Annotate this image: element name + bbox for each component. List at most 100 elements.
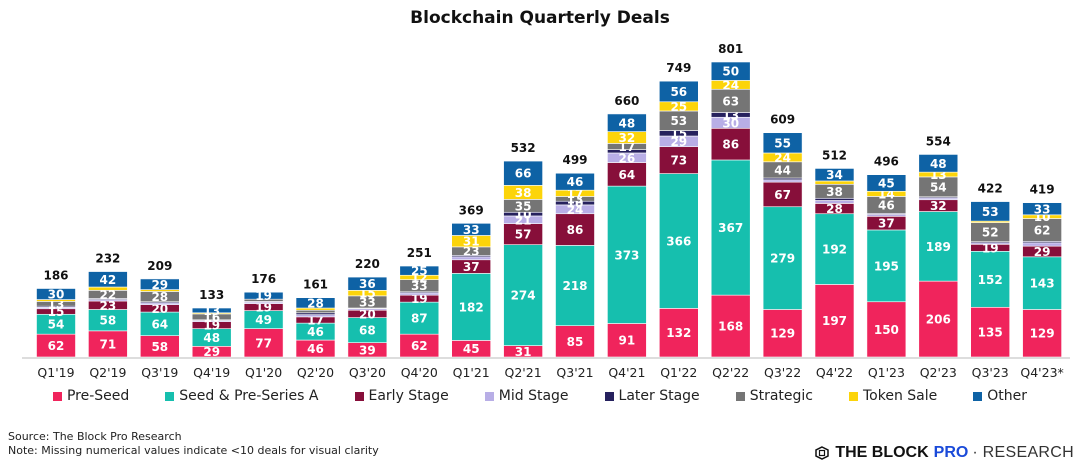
data-label: 46 xyxy=(567,175,584,189)
data-label: 32 xyxy=(619,131,636,145)
bar-segment-other xyxy=(503,160,543,186)
data-label: 31 xyxy=(463,235,480,249)
data-label: 35 xyxy=(515,199,532,213)
bar-segment-seed-pre-series-a xyxy=(347,317,388,343)
legend-swatch xyxy=(848,391,858,401)
legend-item-other: Other xyxy=(973,388,1027,404)
data-label: 367 xyxy=(718,221,743,235)
stacked-bar-chart: 6254151330186715823224223258642028292092… xyxy=(22,42,1070,380)
total-label: 251 xyxy=(407,246,432,260)
legend-item-later-stage: Later Stage xyxy=(604,388,700,404)
data-label: 50 xyxy=(722,65,739,79)
data-label: 73 xyxy=(670,154,687,168)
clarity-note: Note: Missing numerical values indicate … xyxy=(8,444,379,457)
total-label: 220 xyxy=(355,257,380,271)
bar-segment-seed-pre-series-a xyxy=(555,245,595,326)
data-label: 49 xyxy=(255,313,272,327)
bar-segment-early-stage xyxy=(762,181,803,208)
data-label: 64 xyxy=(619,168,636,182)
total-label: 554 xyxy=(926,134,951,148)
data-label: 45 xyxy=(878,176,895,190)
data-label: 37 xyxy=(878,217,895,231)
data-label: 33 xyxy=(359,295,376,309)
x-tick-label: Q1'22 xyxy=(660,365,697,380)
data-label: 218 xyxy=(562,279,587,293)
data-label: 71 xyxy=(100,337,117,351)
bar-segment-pre-seed xyxy=(555,325,595,358)
bar-segment-other xyxy=(555,172,595,191)
total-label: 419 xyxy=(1030,183,1055,197)
bar-segment-seed-pre-series-a xyxy=(658,173,699,309)
total-label: 609 xyxy=(770,113,795,127)
data-label: 150 xyxy=(874,323,899,337)
data-label: 29 xyxy=(151,278,168,292)
data-label: 33 xyxy=(411,279,428,293)
x-tick-label: Q3'20 xyxy=(349,365,386,380)
bar-segment-other xyxy=(88,271,128,288)
source-note: Source: The Block Pro Research xyxy=(8,430,182,443)
bar-segment-other xyxy=(710,61,751,81)
data-label: 37 xyxy=(463,260,480,274)
data-label: 48 xyxy=(619,116,636,130)
data-label: 26 xyxy=(619,151,636,165)
bar-segment-other xyxy=(451,223,492,236)
bar-segment-other xyxy=(762,132,803,154)
data-label: 53 xyxy=(982,205,999,219)
x-tick-label: Q2'22 xyxy=(712,365,749,380)
legend-label: Pre-Seed xyxy=(66,388,130,404)
legend-swatch xyxy=(604,391,614,401)
total-label: 209 xyxy=(147,259,172,273)
brand-logo: THE BLOCK PRO · RESEARCH xyxy=(815,444,1074,462)
data-label: 55 xyxy=(774,136,791,150)
bar-segment-other xyxy=(918,154,959,173)
data-label: 366 xyxy=(666,234,691,248)
total-label: 176 xyxy=(251,272,276,286)
data-label: 19 xyxy=(255,289,272,303)
bar-segment-other xyxy=(140,278,180,290)
bar-segment-token-sale xyxy=(88,286,128,291)
x-tick-label: Q4'23* xyxy=(1020,365,1063,380)
bar-segment-other xyxy=(191,307,232,314)
data-label: 44 xyxy=(774,163,791,177)
data-label: 192 xyxy=(822,243,847,257)
data-label: 68 xyxy=(359,324,376,338)
data-label: 20 xyxy=(359,307,376,321)
total-label: 512 xyxy=(822,148,847,162)
legend-label: Early Stage xyxy=(368,388,449,404)
legend-swatch xyxy=(52,391,62,401)
bar-segment-early-stage xyxy=(555,213,595,246)
legend-label: Seed & Pre-Series A xyxy=(179,388,319,404)
data-label: 206 xyxy=(926,313,951,327)
bar-segment-pre-seed xyxy=(710,294,751,358)
data-label: 57 xyxy=(515,228,532,242)
data-label: 274 xyxy=(511,289,536,303)
total-label: 660 xyxy=(614,94,639,108)
bar-segment-mid-stage xyxy=(762,179,803,183)
legend-item-pre-seed: Pre-Seed xyxy=(52,388,130,404)
legend-item-mid-stage: Mid Stage xyxy=(484,388,569,404)
total-label: 801 xyxy=(718,42,743,56)
legend-label: Other xyxy=(987,388,1028,404)
data-label: 38 xyxy=(515,186,532,200)
bar-segment-other xyxy=(399,265,440,276)
bar-segment-other xyxy=(866,174,907,192)
x-tick-label: Q4'22 xyxy=(816,365,853,380)
bar-segment-pre-seed xyxy=(762,309,803,358)
total-label: 496 xyxy=(874,155,899,169)
data-label: 30 xyxy=(722,116,739,130)
bar-segment-mid-stage xyxy=(1022,242,1062,247)
data-label: 23 xyxy=(463,245,480,259)
data-label: 64 xyxy=(151,317,168,331)
legend-item-token-sale: Token Sale xyxy=(848,388,937,404)
data-label: 197 xyxy=(822,314,847,328)
data-label: 45 xyxy=(463,342,480,356)
data-label: 20 xyxy=(151,302,168,316)
total-label: 133 xyxy=(199,288,224,302)
data-label: 46 xyxy=(307,325,324,339)
x-tick-label: Q4'20 xyxy=(401,365,438,380)
brand-name: THE BLOCK xyxy=(835,444,929,461)
data-label: 62 xyxy=(48,339,65,353)
data-label: 22 xyxy=(100,288,117,302)
legend-swatch xyxy=(735,391,745,401)
data-label: 46 xyxy=(307,342,324,356)
